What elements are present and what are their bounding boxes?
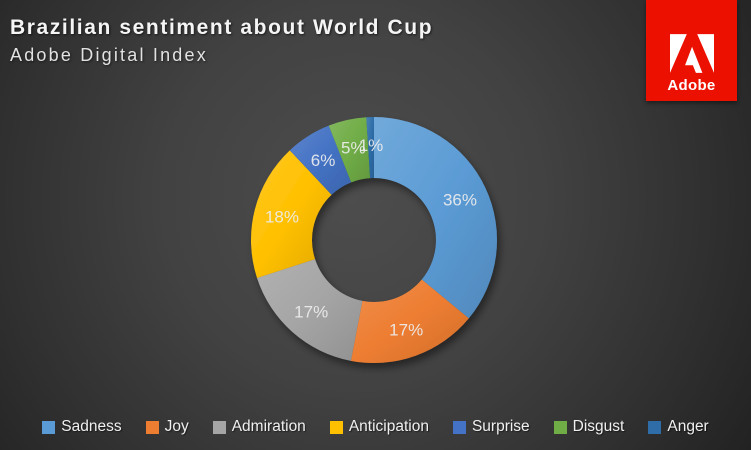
legend-item-anger: Anger bbox=[648, 418, 709, 436]
slice-label-anticipation: 18% bbox=[265, 207, 299, 226]
slice-label-anger: 1% bbox=[359, 136, 384, 155]
legend-label-anger: Anger bbox=[667, 418, 709, 435]
chart-subtitle: Adobe Digital Index bbox=[10, 45, 208, 65]
adobe-logo: Adobe bbox=[646, 0, 737, 101]
slice-label-joy: 17% bbox=[389, 320, 423, 339]
legend-item-disgust: Disgust bbox=[553, 418, 625, 436]
legend-swatch-surprise bbox=[452, 420, 466, 434]
legend-label-disgust: Disgust bbox=[572, 418, 625, 435]
chart-legend: Sadness Joy Admiration Anticipation Surprise… bbox=[0, 418, 751, 436]
adobe-brand-text: Adobe bbox=[667, 77, 716, 94]
slice-admiration bbox=[257, 259, 363, 361]
legend-item-joy: Joy bbox=[145, 418, 189, 436]
slice-surprise bbox=[289, 125, 352, 195]
slice-anger bbox=[366, 117, 374, 179]
legend-item-surprise: Surprise bbox=[452, 418, 530, 436]
slice-sadness bbox=[374, 117, 497, 319]
slice-anticipation bbox=[250, 150, 332, 279]
donut-labels: 1%5% 6% 18% 17% 17% 36% bbox=[265, 136, 477, 339]
legend-item-sadness: Sadness bbox=[42, 418, 122, 436]
adobe-a-icon bbox=[669, 34, 714, 73]
legend-label-sadness: Sadness bbox=[61, 418, 122, 435]
legend-swatch-anticipation bbox=[329, 420, 343, 434]
legend-swatch-joy bbox=[145, 420, 159, 434]
slice-label-sadness: 36% bbox=[443, 191, 477, 210]
legend-label-anticipation: Anticipation bbox=[348, 418, 429, 435]
slice-label-admiration: 17% bbox=[294, 302, 328, 321]
legend-item-admiration: Admiration bbox=[212, 418, 306, 436]
header: Brazilian sentiment about World Cup Adob… bbox=[10, 16, 631, 66]
legend-swatch-anger bbox=[648, 420, 662, 434]
legend-item-anticipation: Anticipation bbox=[329, 418, 429, 436]
legend-swatch-disgust bbox=[553, 420, 567, 434]
chart-title: Brazilian sentiment about World Cup bbox=[10, 16, 434, 39]
donut-slices bbox=[250, 117, 497, 363]
legend-label-surprise: Surprise bbox=[471, 418, 530, 435]
legend-swatch-sadness bbox=[42, 420, 56, 434]
slice-joy bbox=[350, 279, 469, 363]
slice-disgust bbox=[328, 117, 371, 183]
legend-label-admiration: Admiration bbox=[231, 418, 306, 435]
legend-label-joy: Joy bbox=[164, 418, 189, 435]
legend-swatch-admiration bbox=[212, 420, 226, 434]
slice-label-surprise: 6% bbox=[311, 151, 336, 170]
slice-label-disgust: 5% bbox=[341, 138, 366, 157]
